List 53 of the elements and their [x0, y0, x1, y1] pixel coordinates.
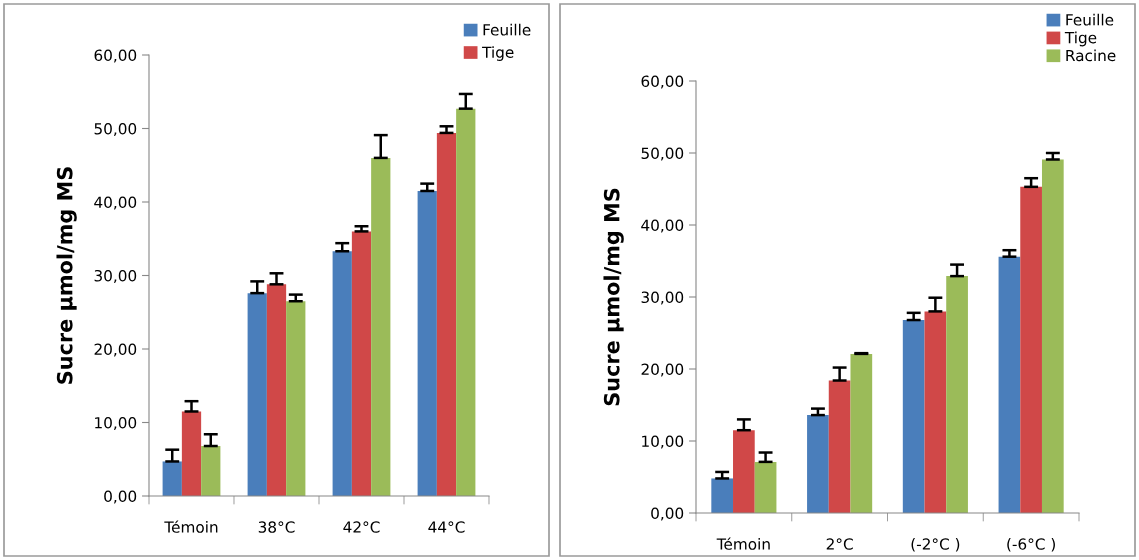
bar: [998, 256, 1021, 513]
y-tick-label: 40,00: [94, 196, 137, 210]
x-tick-label: Témoin: [716, 537, 770, 550]
y-axis-title: Sucre µmol/mg MS: [603, 188, 624, 406]
bar: [711, 478, 734, 513]
x-tick-label: 38°C: [258, 521, 295, 533]
y-tick-label: 60,00: [94, 49, 137, 63]
legend-label: Tige: [482, 46, 514, 61]
legend-label: Racine: [1066, 49, 1116, 62]
legend-label: Tige: [1064, 31, 1097, 47]
bar: [828, 380, 851, 513]
bar: [1020, 186, 1042, 513]
bar: [1041, 159, 1064, 513]
legend-label: Feuille: [1066, 13, 1114, 26]
y-axis-title: Sucre µmol/mg MS: [56, 167, 77, 384]
y-tick-label: 10,00: [95, 416, 137, 431]
y-tick-label: 50,00: [94, 122, 137, 137]
y-tick-label: 0,00: [651, 507, 684, 521]
x-tick-label: 44°C: [428, 521, 465, 533]
x-tick-label: (-6°C ): [1007, 538, 1055, 552]
bar: [924, 311, 947, 513]
y-tick-label: 20,00: [641, 363, 684, 377]
y-tick-label: 30,00: [94, 269, 137, 284]
y-tick-label: 0,00: [104, 490, 137, 504]
legend-label: Feuille: [483, 23, 531, 36]
x-tick-label: 42°C: [343, 521, 380, 533]
bar: [754, 461, 777, 513]
bar: [162, 461, 182, 496]
bar: [456, 108, 476, 496]
y-tick-label: 30,00: [641, 291, 684, 305]
bar: [733, 430, 755, 513]
bar: [247, 293, 267, 496]
bar: [371, 157, 391, 496]
bar: [351, 231, 372, 496]
bar: [946, 276, 968, 513]
bar: [332, 251, 352, 496]
y-tick-label: 60,00: [641, 75, 684, 89]
bar: [850, 353, 873, 513]
x-tick-label: 2°C: [826, 538, 853, 550]
bar: [201, 446, 221, 496]
y-tick-label: 50,00: [641, 147, 684, 161]
bar: [181, 411, 202, 496]
x-tick-label: (-2°C ): [911, 538, 960, 552]
bar: [902, 320, 925, 513]
y-tick-label: 10,00: [642, 435, 684, 449]
bar: [417, 190, 437, 496]
bar: [266, 284, 287, 496]
bar: [286, 301, 306, 496]
y-tick-label: 20,00: [94, 343, 137, 357]
bar: [807, 415, 829, 513]
x-tick-label: Témoin: [164, 520, 218, 533]
y-tick-label: 40,00: [641, 219, 684, 233]
bar: [436, 132, 457, 496]
